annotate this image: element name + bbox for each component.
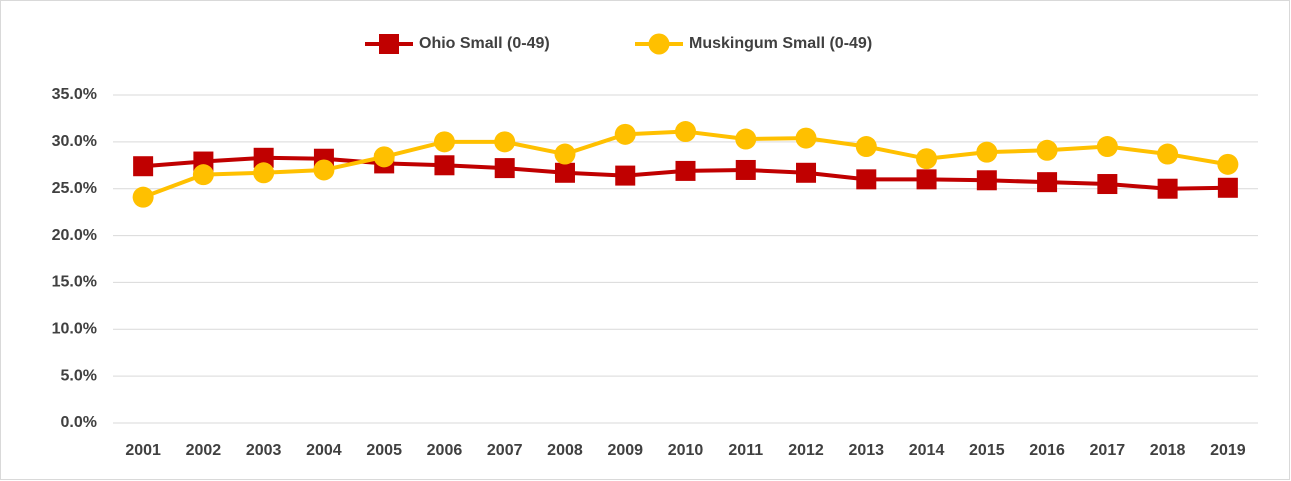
marker [253,162,275,184]
marker [253,147,274,168]
marker [1217,153,1239,175]
y-tick-label: 35.0% [52,86,97,103]
x-tick-label: 2007 [487,442,523,459]
x-tick-label: 2019 [1210,442,1246,459]
x-tick-label: 2016 [1029,442,1065,459]
x-tick-label: 2015 [969,442,1005,459]
x-tick-label: 2008 [547,442,583,459]
x-tick-label: 2013 [848,442,884,459]
x-tick-label: 2018 [1150,442,1186,459]
marker [494,158,515,179]
y-tick-label: 15.0% [52,274,97,291]
y-tick-label: 25.0% [52,180,97,197]
marker [735,159,756,180]
marker [1157,143,1179,165]
legend-label: Muskingum Small (0-49) [689,35,872,52]
y-tick-label: 5.0% [61,367,97,384]
marker [795,127,817,149]
marker [373,146,395,168]
marker [615,165,636,186]
marker [433,131,455,153]
x-tick-label: 2014 [909,442,945,459]
marker [379,34,399,54]
marker [313,159,335,181]
marker [494,131,516,153]
x-tick-label: 2002 [186,442,222,459]
marker [192,164,214,186]
marker [1096,136,1118,158]
marker [434,155,455,176]
x-tick-label: 2003 [246,442,282,459]
x-tick-label: 2006 [427,442,463,459]
x-tick-label: 2009 [607,442,643,459]
marker [133,156,154,177]
y-tick-label: 0.0% [61,414,97,431]
x-tick-label: 2010 [668,442,704,459]
marker [855,136,877,158]
marker [675,121,696,143]
marker [856,169,877,190]
x-tick-label: 2012 [788,442,824,459]
y-tick-label: 30.0% [52,133,97,150]
marker [916,148,938,170]
marker [614,123,636,145]
marker [1217,177,1238,198]
y-tick-label: 20.0% [52,227,97,244]
x-tick-label: 2004 [306,442,342,459]
marker [648,33,670,55]
marker [132,186,154,208]
x-tick-label: 2005 [366,442,402,459]
x-tick-label: 2011 [728,442,763,459]
marker [976,170,997,191]
marker [976,141,998,163]
y-tick-label: 10.0% [52,321,97,338]
marker [1037,172,1058,193]
marker [1036,139,1058,161]
x-tick-label: 2001 [125,442,161,459]
marker [916,169,937,190]
marker [675,160,696,181]
marker [1097,174,1118,195]
marker [1157,178,1178,199]
marker [735,128,757,150]
marker [796,162,817,183]
x-tick-label: 2017 [1090,442,1126,459]
legend-label: Ohio Small (0-49) [419,35,550,52]
marker [554,143,576,165]
marker [554,162,575,183]
